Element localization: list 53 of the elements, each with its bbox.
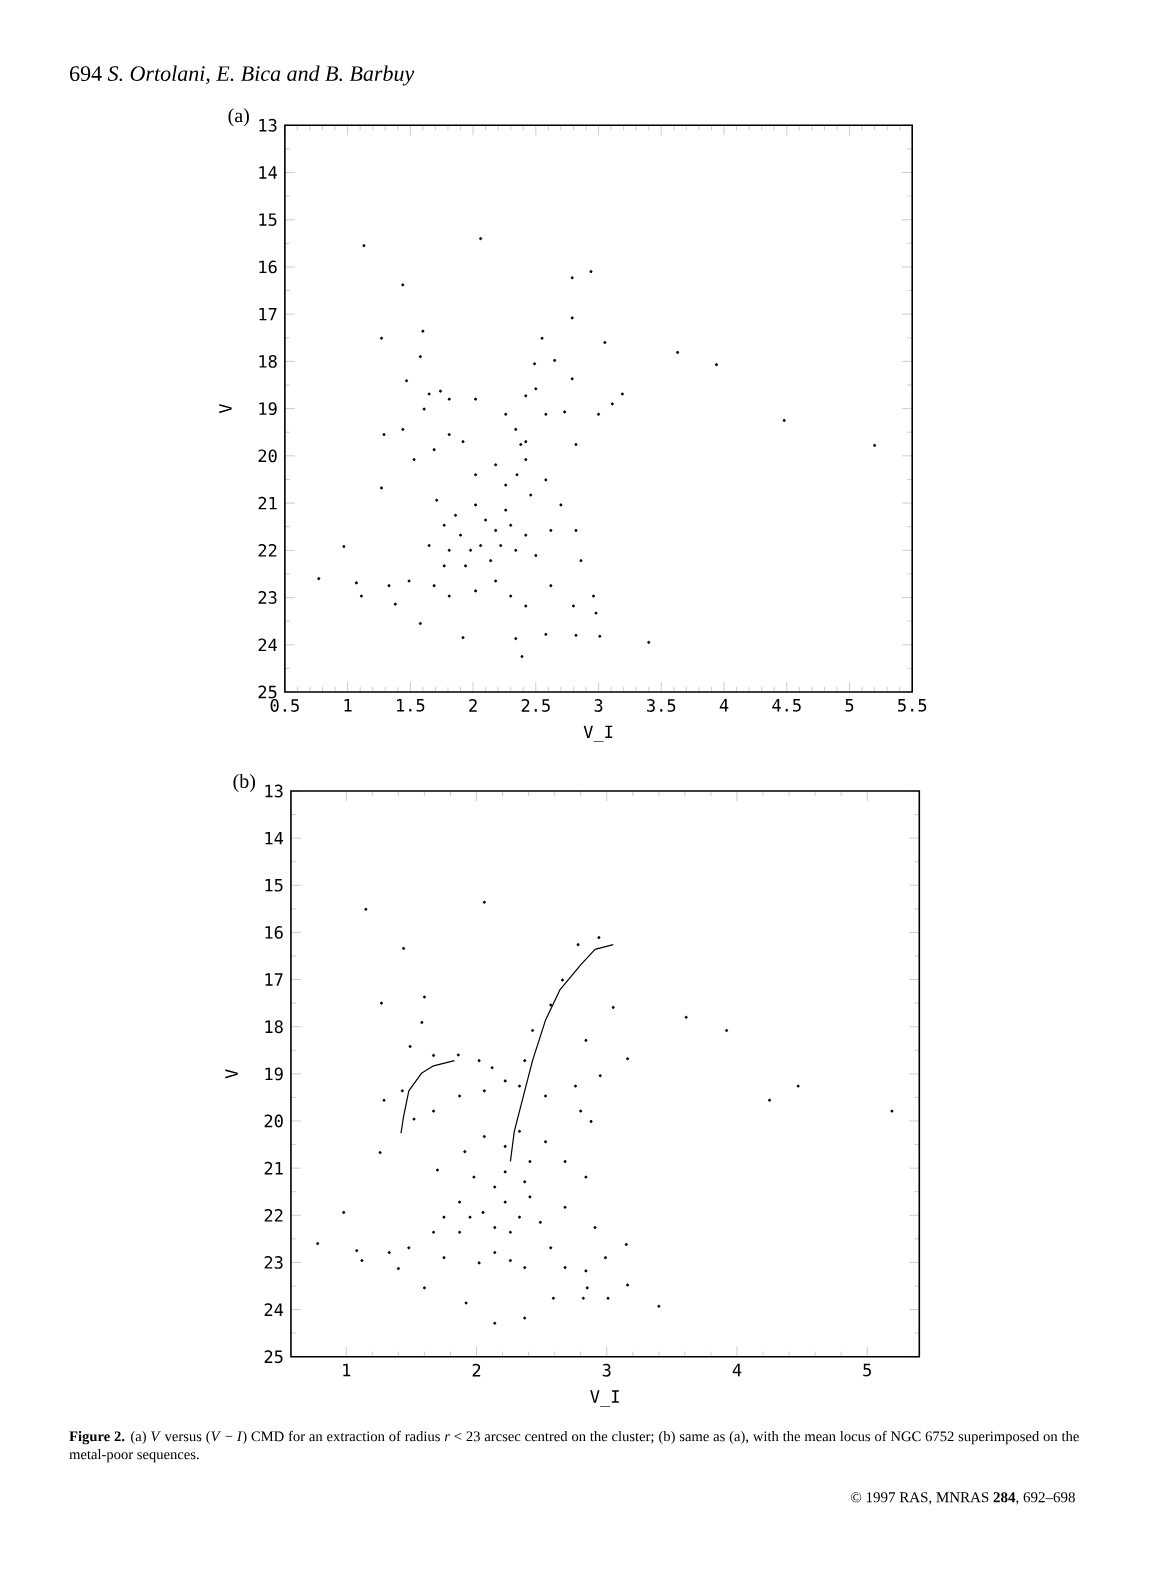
x-tick-label: 4 [732,1363,742,1377]
y-tick-label: 15 [259,213,277,227]
y-tick-label: 17 [259,307,277,321]
text: 694 S. Ortolani, E. Bica and B. Barbuy [70,65,415,86]
x-tick-label: 2 [469,699,477,712]
y-tick-label: 17 [265,973,283,986]
y-tick-label: 15 [265,878,283,892]
x-tick-label: 5 [845,699,854,712]
chart-title: (b) [233,773,256,793]
x-tick-label: 1 [343,1363,351,1377]
y-tick-label: 13 [259,118,277,132]
y-tick-label: 25 [264,1350,283,1364]
x-tick-label: 3 [602,1363,611,1377]
y-tick-label: 16 [265,926,283,939]
y-tick-label: 23 [264,1256,283,1269]
y-tick-label: 14 [265,831,284,845]
x-tick-label: 4 [719,699,729,712]
x-tick-label: 3.5 [647,699,676,712]
y-tick-label: 20 [264,1114,283,1128]
y-tick-label: 19 [265,1067,283,1081]
x-tick-label: 4.5 [772,699,801,712]
line-series [400,1060,456,1134]
y-axis-title: V [225,1069,238,1079]
x-tick-label: 0.5 [270,699,300,712]
y-tick-label: 23 [258,591,277,604]
x-tick-label: 1.5 [397,699,425,712]
y-tick-label: 20 [258,449,277,463]
y-tick-label: 16 [259,260,277,274]
x-tick-label: 3 [594,699,603,712]
y-tick-label: 14 [259,166,278,179]
x-axis-title: V_I [590,1390,619,1407]
y-tick-label: 24 [258,638,278,652]
text: Figure 2. (a) V versus (V − I) CMD for an extraction of radius r < 23 arcsec centred on the cluster; (b) same as (a), with the mean locus of NGC 6752 superimposed on the metal-poor sequences. [69,1430,1079,1463]
y-tick-label: 18 [259,354,277,368]
y-axis-title: V [219,403,232,414]
chart-title: (a) [228,108,250,127]
y-tick-label: 21 [258,496,277,510]
x-tick-label: 2 [472,1363,481,1377]
x-tick-label: 1 [344,699,352,712]
text: © 1997 RAS, MNRAS 284, 692–698 [851,1492,1076,1505]
line-series [509,944,615,1163]
x-tick-label: 5 [863,1363,872,1377]
y-tick-label: 24 [264,1303,284,1316]
y-tick-label: 22 [264,1208,283,1222]
y-tick-label: 19 [259,402,277,416]
x-axis-title: V_I [583,725,613,743]
y-tick-label: 25 [258,685,277,699]
y-tick-label: 18 [265,1020,283,1034]
x-tick-label: 5.5 [898,699,927,712]
y-tick-label: 21 [264,1161,283,1175]
y-tick-label: 22 [258,544,277,557]
y-tick-label: 13 [265,784,283,798]
x-tick-label: 2.5 [521,699,550,712]
